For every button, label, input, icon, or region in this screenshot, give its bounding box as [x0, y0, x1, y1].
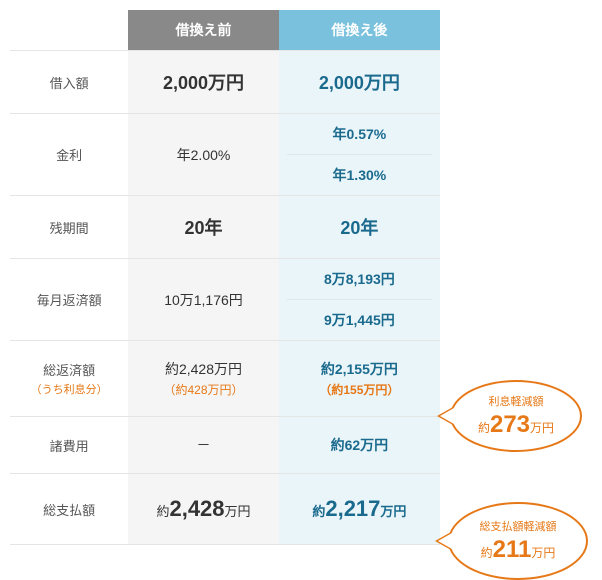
after-loan-amount: 2,000万円 [279, 51, 440, 114]
row-fees: 諸費用 － 約62万円 [10, 417, 440, 474]
after-fees: 約62万円 [279, 417, 440, 474]
after-total-repay: 約2,155万円 （約155万円） [279, 341, 440, 417]
row-loan-amount: 借入額 2,000万円 2,000万円 [10, 51, 440, 114]
after-remaining: 20年 [279, 196, 440, 259]
row-total-pay: 総支払額 約2,428万円 約2,217万円 [10, 474, 440, 545]
callout-interest-saving-value: 約273万円 [478, 411, 554, 439]
label-monthly: 毎月返済額 [10, 259, 128, 341]
before-total-repay: 約2,428万円 （約428万円） [128, 341, 279, 417]
label-total-repay: 総返済額 （うち利息分） [10, 341, 128, 417]
row-total-repay: 総返済額 （うち利息分） 約2,428万円 （約428万円） 約2,155万円 … [10, 341, 440, 417]
before-monthly: 10万1,176円 [128, 259, 279, 341]
header-after: 借換え後 [279, 10, 440, 51]
after-interest: 年0.57% 年1.30% [279, 114, 440, 196]
callout-total-saving-value: 約211万円 [481, 536, 556, 564]
callout-interest-saving-label: 利息軽減額 [489, 393, 544, 409]
row-remaining: 残期間 20年 20年 [10, 196, 440, 259]
label-loan-amount: 借入額 [10, 51, 128, 114]
after-monthly: 8万8,193円 9万1,445円 [279, 259, 440, 341]
comparison-table-container: 借換え前 借換え後 借入額 2,000万円 2,000万円 金利 年2.00% … [10, 10, 592, 545]
header-before: 借換え前 [128, 10, 279, 51]
after-total-pay: 約2,217万円 [279, 474, 440, 545]
label-interest: 金利 [10, 114, 128, 196]
callout-total-saving-label: 総支払額軽減額 [480, 518, 557, 534]
before-interest: 年2.00% [128, 114, 279, 196]
before-total-pay: 約2,428万円 [128, 474, 279, 545]
before-remaining: 20年 [128, 196, 279, 259]
callout-interest-saving: 利息軽減額 約273万円 [450, 380, 582, 452]
before-loan-amount: 2,000万円 [128, 51, 279, 114]
comparison-table: 借換え前 借換え後 借入額 2,000万円 2,000万円 金利 年2.00% … [10, 10, 440, 545]
row-monthly: 毎月返済額 10万1,176円 8万8,193円 9万1,445円 [10, 259, 440, 341]
header-blank [10, 10, 128, 51]
callout-total-saving: 総支払額軽減額 約211万円 [448, 502, 588, 580]
label-fees: 諸費用 [10, 417, 128, 474]
label-remaining: 残期間 [10, 196, 128, 259]
row-interest: 金利 年2.00% 年0.57% 年1.30% [10, 114, 440, 196]
before-fees: － [128, 417, 279, 474]
label-total-pay: 総支払額 [10, 474, 128, 545]
